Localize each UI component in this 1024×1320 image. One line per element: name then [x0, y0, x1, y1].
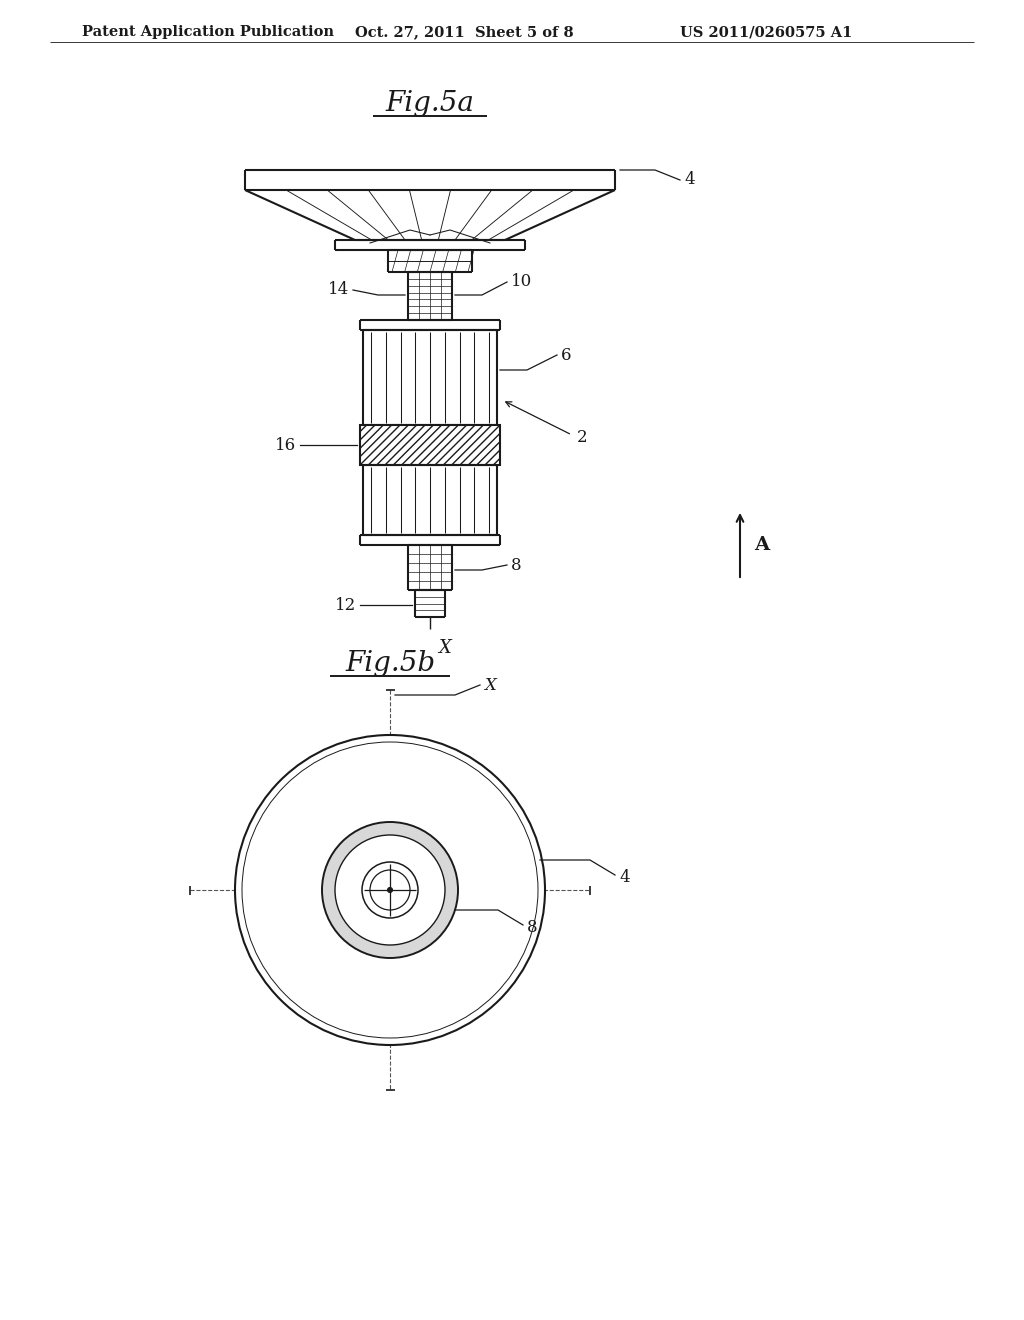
Text: Oct. 27, 2011  Sheet 5 of 8: Oct. 27, 2011 Sheet 5 of 8: [355, 25, 573, 40]
Ellipse shape: [370, 870, 410, 909]
Text: 14: 14: [328, 281, 349, 298]
Bar: [360, 425, 500, 465]
Text: 8: 8: [527, 919, 538, 936]
Ellipse shape: [362, 862, 418, 917]
Ellipse shape: [335, 836, 445, 945]
Ellipse shape: [234, 735, 545, 1045]
Ellipse shape: [387, 887, 392, 892]
Text: A: A: [754, 536, 769, 554]
Text: 4: 4: [618, 869, 630, 886]
Ellipse shape: [242, 742, 538, 1038]
Ellipse shape: [322, 822, 458, 958]
Text: 16: 16: [274, 437, 296, 454]
Text: 8: 8: [511, 557, 521, 573]
Text: Fig.5b: Fig.5b: [345, 649, 435, 677]
Text: X: X: [438, 639, 451, 657]
Text: 12: 12: [335, 597, 356, 614]
Text: 6: 6: [561, 346, 571, 363]
Text: X: X: [484, 676, 496, 693]
Text: 2: 2: [577, 429, 588, 446]
Text: 4: 4: [684, 172, 694, 189]
Text: Fig.5a: Fig.5a: [386, 90, 474, 117]
Text: 10: 10: [511, 273, 532, 290]
Text: US 2011/0260575 A1: US 2011/0260575 A1: [680, 25, 852, 40]
Text: Patent Application Publication: Patent Application Publication: [82, 25, 334, 40]
